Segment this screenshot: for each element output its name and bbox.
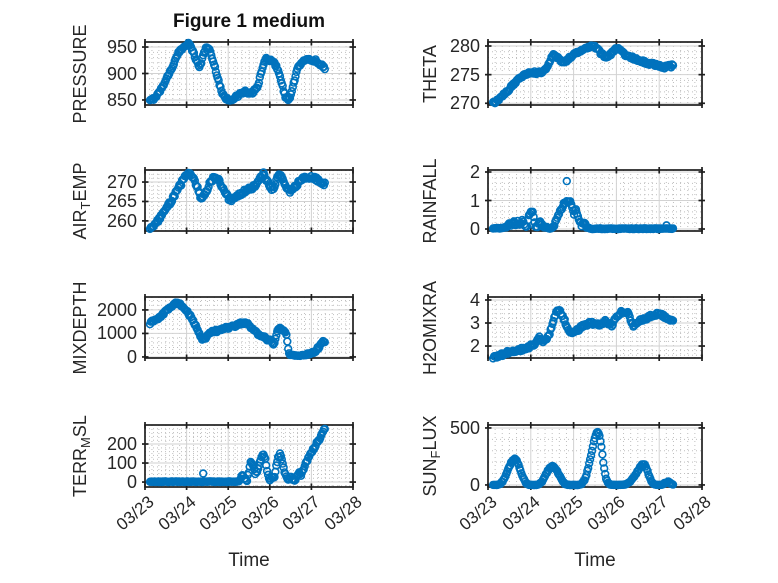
figure-title: Figure 1 medium	[172, 11, 326, 32]
x-tick-label: 03/27	[626, 492, 672, 535]
y-tick-label: 275	[449, 64, 480, 85]
y-tick-label: 850	[106, 89, 137, 110]
y-axis-label-theta: THETA	[420, 44, 440, 103]
y-axis-label-mixdepth: MIXDEPTH	[70, 281, 90, 375]
scatter-points-air_temp	[145, 168, 330, 234]
plot-area-air_temp	[142, 167, 356, 234]
y-tick-label: 500	[449, 417, 480, 438]
y-axis-label-air_temp: AIRTEMP	[70, 162, 93, 239]
y-tick-label: 270	[106, 172, 137, 193]
plot-area-h2omixra	[485, 294, 705, 363]
x-tick-label: 03/23	[112, 492, 158, 535]
x-tick-label: 03/28	[669, 492, 715, 535]
plot-area-mixdepth	[142, 294, 356, 361]
y-tick-label: 4	[469, 289, 480, 310]
plot-area-theta	[485, 39, 705, 108]
y-tick-label: 100	[106, 453, 137, 474]
y-axis-label-h2omixra: H2OMIXRA	[420, 280, 440, 375]
y-tick-label: 0	[126, 346, 137, 367]
y-axis-label-sun_flux: SUNFLUX	[420, 415, 443, 497]
y-axis-label-pressure: PRESSURE	[70, 23, 90, 124]
y-tick-label: 200	[106, 434, 137, 455]
scatter-points-rainfall	[488, 176, 678, 234]
y-tick-label: 260	[106, 210, 137, 231]
y-tick-label: 270	[449, 93, 480, 114]
y-tick-label: 950	[106, 37, 137, 58]
scatter-points-mixdepth	[145, 298, 330, 361]
plot-area-pressure	[142, 38, 356, 108]
x-tick-label: 03/26	[584, 492, 629, 535]
x-tick-label: 03/24	[498, 492, 544, 535]
scatter-points-terr_msl	[145, 424, 330, 487]
y-tick-label: 2	[469, 161, 480, 182]
y-tick-label: 0	[469, 474, 480, 495]
y-tick-label: 900	[106, 63, 137, 84]
scatter-points-theta	[488, 41, 678, 108]
x-tick-label: 03/25	[541, 492, 587, 535]
y-tick-label: 2000	[96, 299, 137, 320]
x-tick-label: 03/24	[154, 492, 200, 535]
y-axis-label-rainfall: RAINFALL	[420, 157, 440, 244]
x-tick-label: 03/26	[237, 492, 283, 535]
x-tick-label: 03/27	[279, 492, 324, 535]
x-tick-label: 03/28	[320, 492, 366, 535]
x-axis-label-left: Time	[228, 550, 270, 571]
y-tick-label: 0	[126, 472, 137, 493]
x-axis-label-right: Time	[574, 550, 616, 571]
y-tick-label: 1000	[96, 323, 137, 344]
x-tick-label: 03/25	[195, 492, 241, 535]
y-tick-label: 265	[106, 191, 137, 212]
x-tick-label: 03/23	[455, 492, 501, 535]
plot-area-sun_flux	[485, 422, 705, 490]
scatter-points-sun_flux	[488, 427, 678, 490]
y-tick-label: 280	[449, 36, 480, 56]
scatter-points-pressure	[145, 38, 330, 105]
plot-area-rainfall	[485, 167, 705, 234]
y-tick-label: 2	[469, 336, 480, 357]
plot-area-terr_msl	[142, 422, 356, 490]
y-tick-label: 1	[469, 190, 480, 211]
y-tick-label: 0	[469, 219, 480, 239]
scatter-points-h2omixra	[488, 306, 678, 363]
y-axis-label-terr_msl: TERRMSL	[70, 415, 93, 497]
y-tick-label: 3	[469, 313, 480, 333]
